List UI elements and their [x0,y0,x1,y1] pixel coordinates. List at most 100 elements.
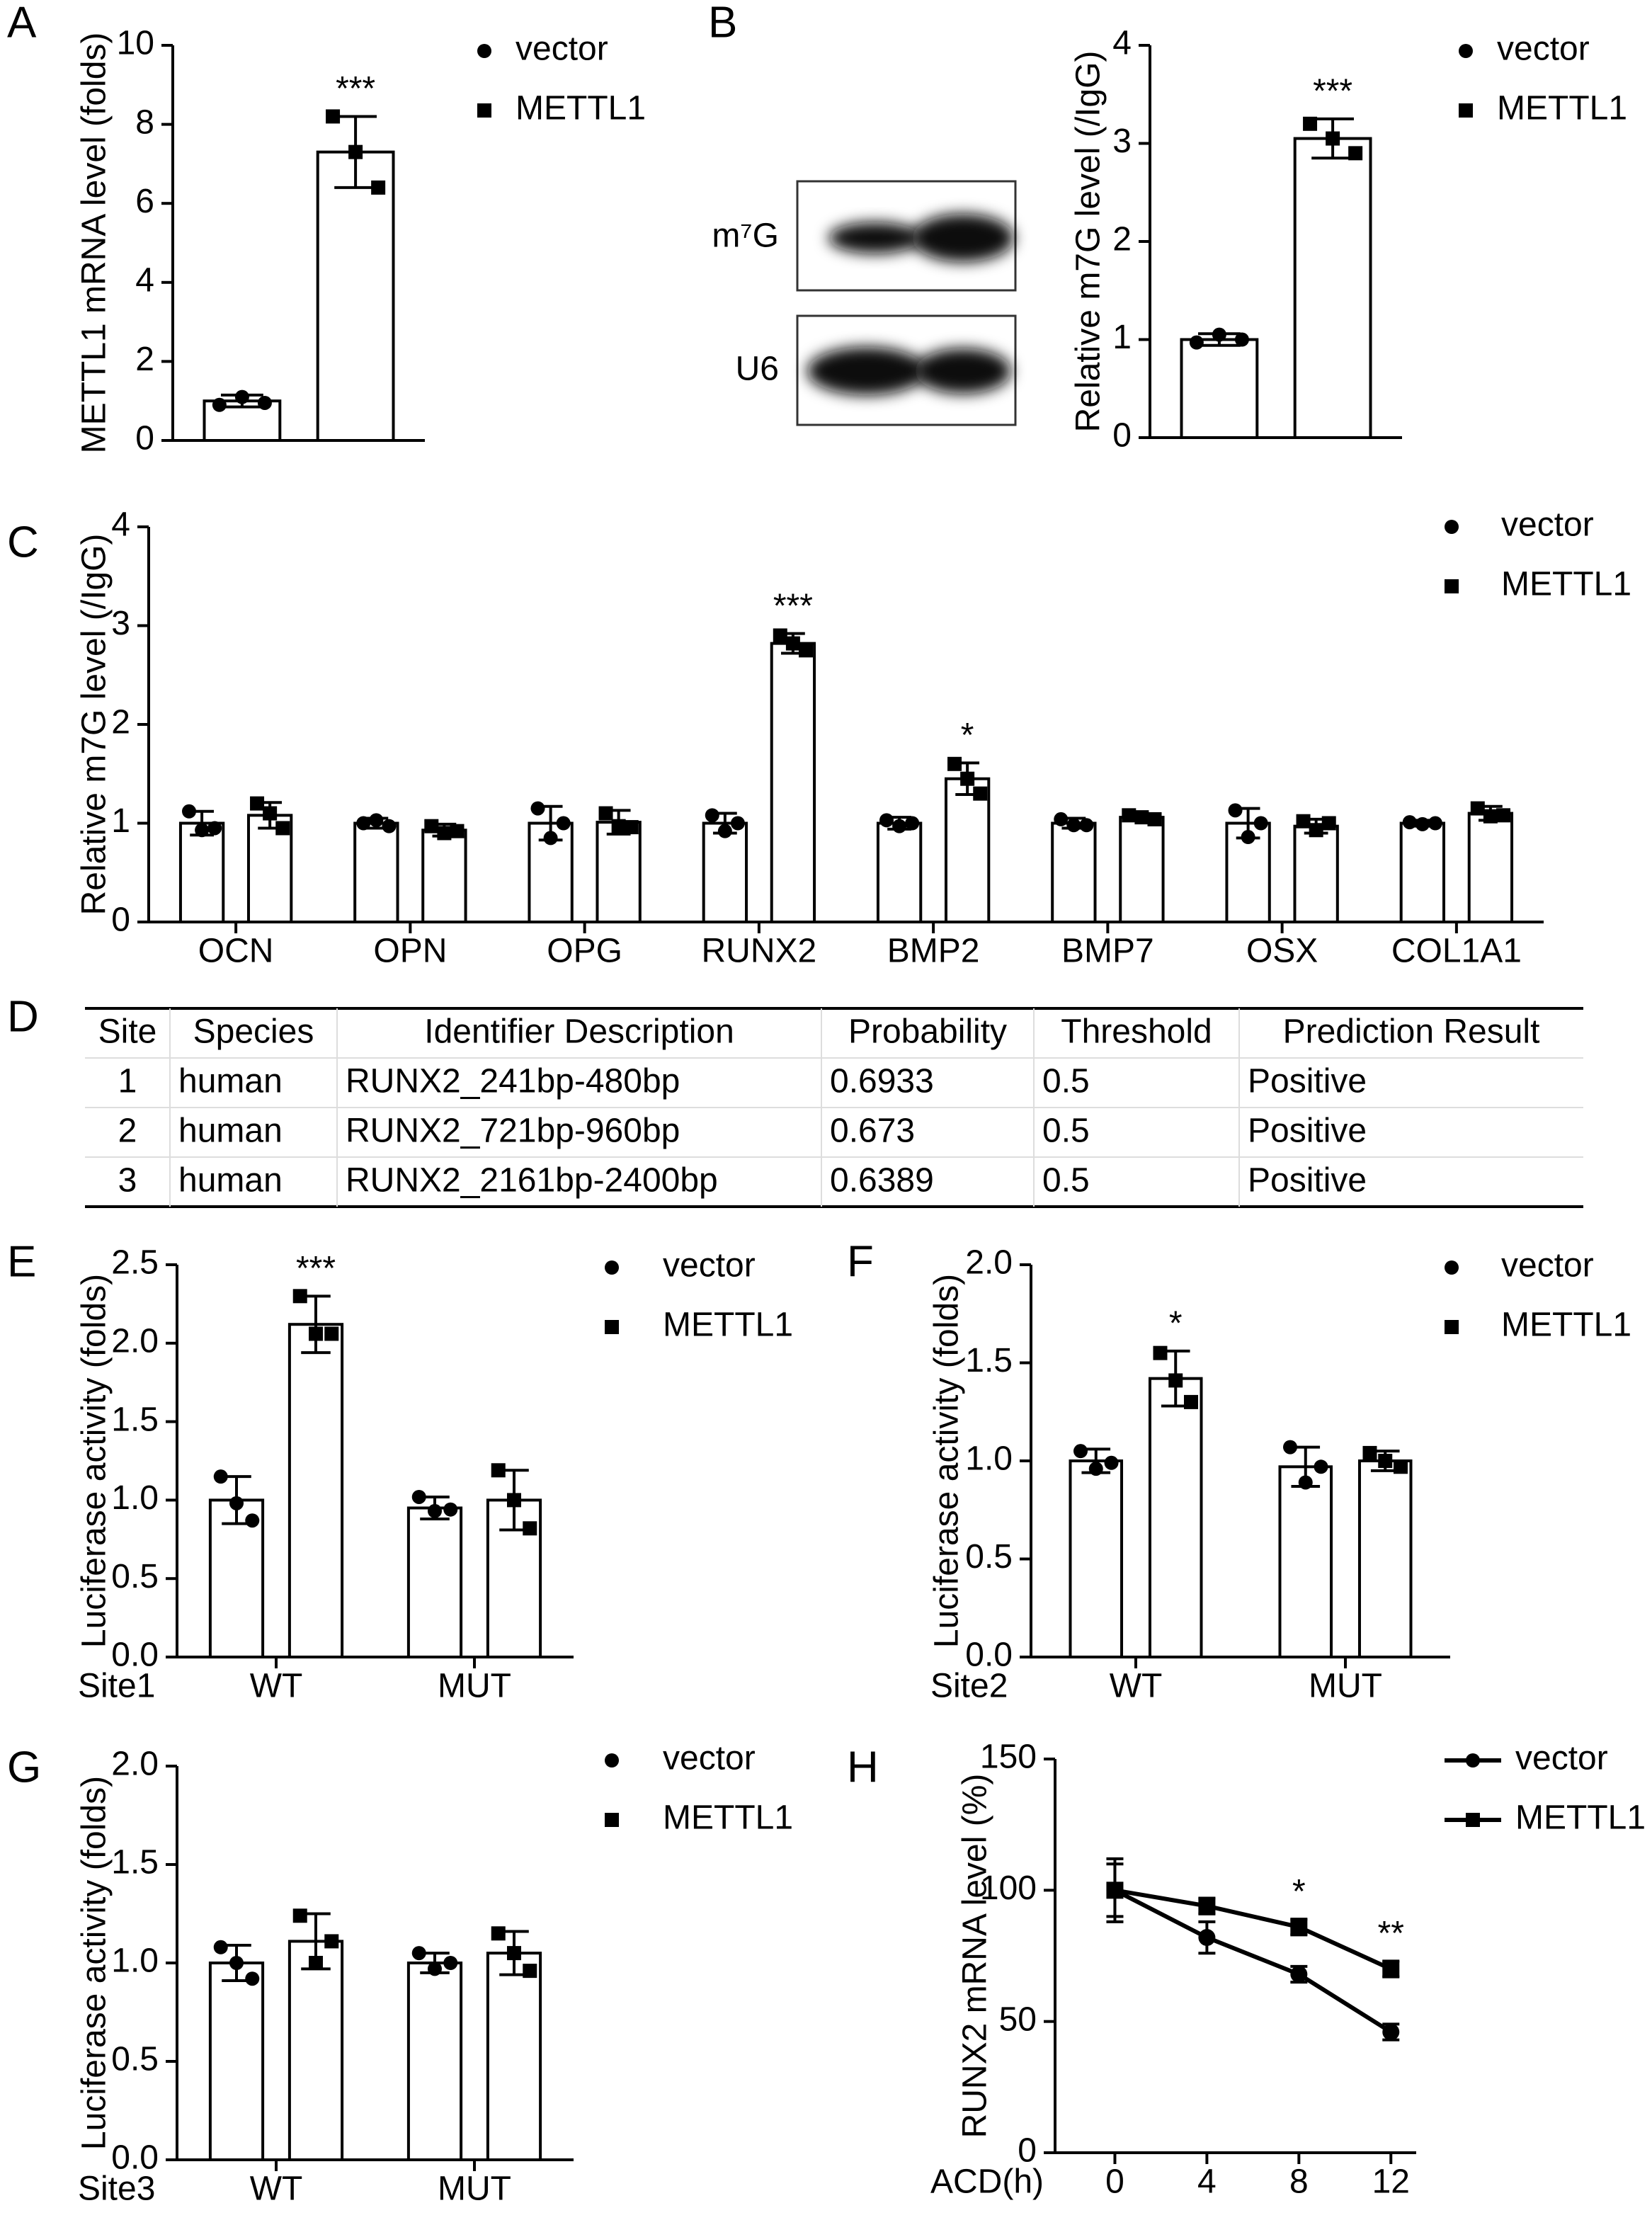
bar [1293,824,1339,924]
point [879,813,894,828]
table-cell: Positive [1248,1112,1367,1150]
point [491,1926,506,1941]
y-tick-label: 100 [980,1869,1037,1907]
point [257,395,272,410]
legend-marker [1445,579,1459,593]
panel-letter: H [847,1743,879,1792]
y-tick-label: 1.5 [111,1401,159,1438]
table-cell: 0.6389 [830,1162,934,1200]
point [450,824,465,838]
bar [406,1962,463,2161]
point [1296,814,1311,829]
point [960,771,975,786]
point [1234,332,1249,347]
significance: * [1292,1873,1306,1911]
y-tick-label: 1 [111,802,130,840]
point [1054,812,1069,826]
point [250,796,265,811]
y-tick-label: 0.0 [111,1636,159,1674]
bar [1180,338,1259,439]
point [371,180,386,195]
panel-letter: E [7,1237,36,1286]
y-tick-label: 1.0 [111,1942,159,1980]
point [491,1463,506,1478]
x-tick-label: BMP2 [887,933,980,970]
series-line [1114,1888,1392,1971]
point [507,1946,521,1961]
y-tick-label: 0.5 [965,1538,1013,1576]
panel-letter: C [7,518,39,567]
legend-label: vector [663,1247,756,1285]
point [1382,2023,1400,2041]
y-tick-label: 150 [980,1738,1037,1776]
table-header: Species [193,1013,314,1051]
x-tick-label: WT [1110,1668,1163,1705]
y-tick-label: 0 [135,420,154,457]
legend-label: METTL1 [663,1307,793,1344]
bar [208,1962,265,2161]
point [973,786,988,801]
x-tick-label: OSX [1246,933,1318,970]
x-tick-label: 4 [1197,2163,1217,2201]
point [195,823,210,838]
point [1066,818,1081,833]
point [1348,146,1363,161]
significance: *** [336,70,375,108]
table-cell: human [178,1112,283,1150]
y-tick-label: 0 [1112,417,1132,455]
point [245,1513,260,1528]
table-cell: human [178,1063,283,1100]
legend-label: vector [1515,1740,1608,1777]
table-cell: 0.5 [1042,1063,1090,1100]
legend-label: METTL1 [515,90,646,127]
point [1168,1373,1183,1388]
point [229,1956,244,1970]
point [947,756,962,771]
legend-marker [605,1260,619,1275]
point [292,1908,307,1923]
legend-marker [605,1320,619,1334]
point [1253,816,1268,831]
y-tick-label: 6 [135,183,154,220]
bar [486,1952,542,2162]
x-tick-label: OPG [547,933,622,970]
bar [1357,1459,1413,1658]
y-tick-label: 8 [135,103,154,141]
y-tick-label: 0.0 [111,2139,159,2177]
x-tick-label: MUT [438,2170,511,2208]
y-tick-label: 2 [135,341,154,378]
point [507,1493,521,1508]
bar [406,1506,463,1658]
x-axis-label: ACD(h) [930,2163,1044,2201]
point [556,816,571,831]
legend-marker [1466,1753,1480,1768]
y-tick-label: 0 [111,901,130,939]
point [213,1469,228,1484]
table-cell: 2 [118,1112,137,1150]
bar [1069,1459,1124,1658]
x-tick-label: 12 [1372,2163,1410,2201]
y-tick-label: 2.0 [111,1746,159,1783]
bar [353,821,399,923]
x-tick-label: OCN [198,933,274,970]
bar [702,821,748,923]
table-cell: 0.5 [1042,1162,1090,1200]
point [1298,1475,1313,1490]
y-tick-label: 1.5 [965,1342,1013,1379]
series-line [1114,1888,1392,2034]
point [1402,815,1417,830]
legend-marker [1459,103,1473,118]
panel-letter: F [847,1237,874,1286]
y-axis-label: Relative m7G level (/IgG) [1070,51,1107,433]
point [624,820,639,835]
table-cell: 0.5 [1042,1112,1090,1150]
x-tick-label: OPN [373,933,447,970]
x-tick-label: COL1A1 [1391,933,1522,970]
y-axis-label: Luciferase activity (folds) [76,1776,113,2150]
significance: *** [1313,73,1352,110]
point [424,819,439,833]
point [443,1956,458,1970]
point [1393,1459,1408,1474]
legend-marker [477,103,491,118]
point [523,1521,537,1536]
